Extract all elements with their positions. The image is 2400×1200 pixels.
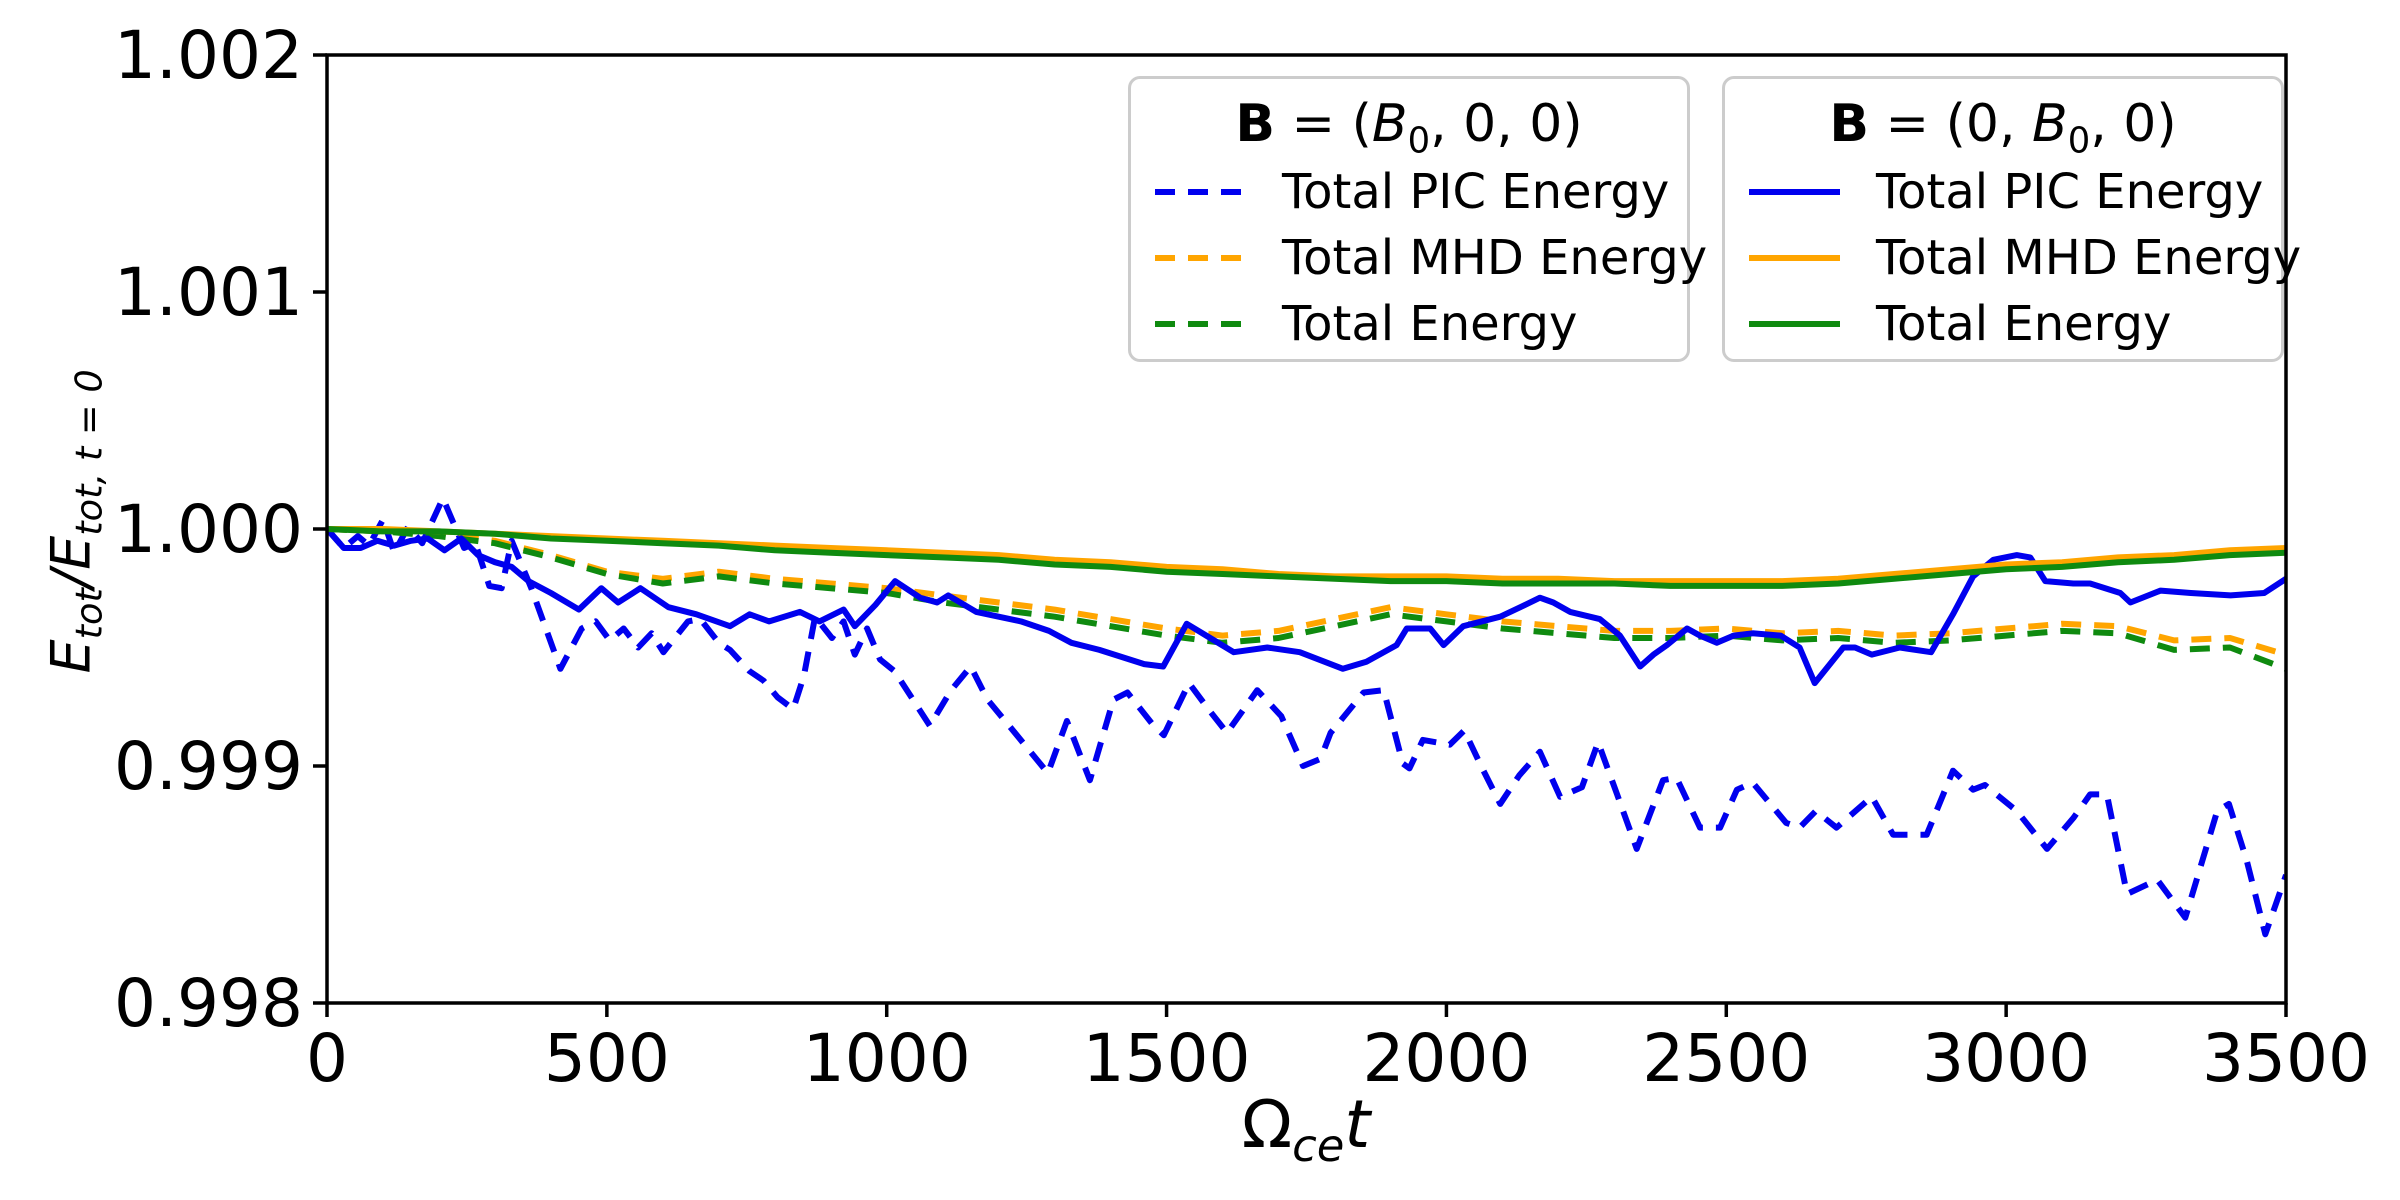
solid-line-sample-icon bbox=[1749, 321, 1840, 327]
y-tick-label: 0.998 bbox=[114, 965, 303, 1042]
series-line-2-dashed bbox=[327, 526, 2286, 672]
y-axis-label: Etot/Etot, t = 0 bbox=[40, 71, 111, 971]
xlabel-sub: ce bbox=[1292, 1119, 1345, 1173]
y-tick-label: 1.001 bbox=[114, 254, 303, 331]
ylabel-E2: E bbox=[39, 535, 103, 570]
legend-entry: Total MHD Energy bbox=[1747, 225, 2301, 291]
xlabel-t: t bbox=[1344, 1086, 1371, 1163]
dashed-line-sample-icon bbox=[1155, 255, 1246, 261]
dashed-line-sample-icon bbox=[1155, 321, 1246, 327]
series-layer bbox=[327, 495, 2286, 938]
x-tick-label: 3000 bbox=[1922, 1020, 2090, 1097]
legend-entry-label: Total MHD Energy bbox=[1876, 230, 2302, 286]
legend-entry-label: Total Energy bbox=[1282, 296, 1578, 352]
legend-entry: Total MHD Energy bbox=[1153, 225, 1707, 291]
series-line-5-solid bbox=[327, 526, 2286, 589]
ylabel-sub2: tot, t = 0 bbox=[67, 369, 111, 536]
xlabel-omega: Ω bbox=[1241, 1086, 1293, 1163]
legend-title: B = (0, B0, 0) bbox=[1829, 94, 2177, 162]
x-tick-label: 1500 bbox=[1083, 1020, 1251, 1097]
y-tick-label: 1.000 bbox=[114, 491, 303, 568]
legend-entry: Total PIC Energy bbox=[1747, 159, 2263, 225]
legend-b-y: B = (0, B0, 0) Total PIC Energy Total MH… bbox=[1722, 76, 2301, 362]
legend-entry: Total PIC Energy bbox=[1153, 159, 1669, 225]
x-tick-label: 2000 bbox=[1362, 1020, 1530, 1097]
x-tick-label: 3500 bbox=[2202, 1020, 2370, 1097]
x-tick-label: 1000 bbox=[803, 1020, 971, 1097]
series-line-3-solid bbox=[327, 527, 2286, 687]
legend-entry: Total Energy bbox=[1153, 291, 1665, 357]
legend-entry-label: Total Energy bbox=[1876, 296, 2172, 352]
dashed-line-sample-icon bbox=[1155, 189, 1246, 195]
ylabel-sub1: tot bbox=[67, 588, 111, 640]
plot-area-border bbox=[325, 53, 2288, 1005]
ylabel-E1: E bbox=[39, 639, 103, 674]
solid-line-sample-icon bbox=[1749, 255, 1840, 261]
legend-title: B = (B0, 0, 0) bbox=[1235, 94, 1583, 162]
y-tick-label: 1.002 bbox=[114, 17, 303, 94]
legend-entry: Total Energy bbox=[1747, 291, 2259, 357]
legend-entry-label: Total PIC Energy bbox=[1876, 164, 2264, 220]
solid-line-sample-icon bbox=[1749, 189, 1840, 195]
x-axis-label: Ωcet bbox=[1106, 1086, 1506, 1172]
series-line-0-dashed bbox=[327, 495, 2286, 938]
ticks-layer: 0 500 1000 1500 2000 2500 3000 3500 1.002 1.001 1.… bbox=[114, 17, 2370, 1097]
ylabel-slash: / bbox=[39, 569, 103, 589]
x-tick-label: 0 bbox=[306, 1020, 348, 1097]
x-tick-label: 500 bbox=[544, 1020, 670, 1097]
y-tick-label: 0.999 bbox=[114, 728, 303, 805]
legend-entry-label: Total MHD Energy bbox=[1282, 230, 1708, 286]
legend-entry-label: Total PIC Energy bbox=[1282, 164, 1670, 220]
series-line-1-dashed bbox=[327, 526, 2286, 658]
x-tick-label: 2500 bbox=[1642, 1020, 1810, 1097]
legend-b-x: B = (B0, 0, 0) Total PIC Energy Total MH… bbox=[1128, 76, 1707, 362]
